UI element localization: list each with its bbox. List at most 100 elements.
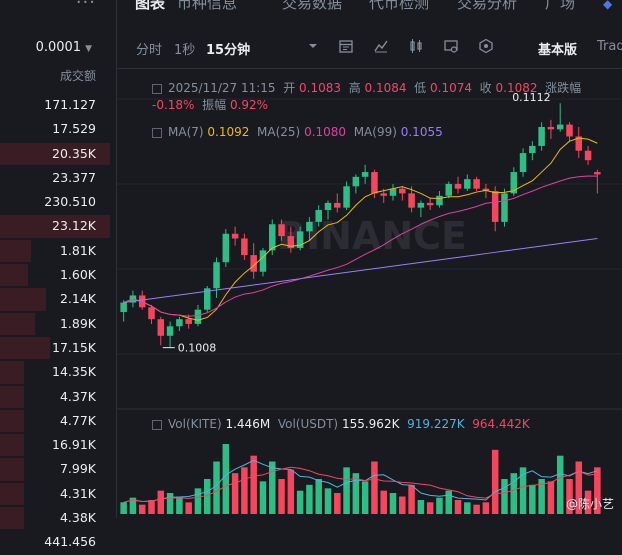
volume-bar xyxy=(408,484,415,514)
candle xyxy=(157,319,165,336)
volume-bar xyxy=(138,504,146,514)
candle xyxy=(324,202,332,211)
candle xyxy=(203,288,211,310)
depth-bar xyxy=(0,264,28,287)
tab-trade-data[interactable]: 交易数据 xyxy=(282,0,343,12)
orderbook-row[interactable]: 4.31K xyxy=(0,482,110,506)
interval-timeline[interactable]: 分时 xyxy=(136,43,163,58)
orderbook-row[interactable]: 17.15K xyxy=(0,336,110,360)
orderbook-row[interactable]: 1.60K xyxy=(0,263,110,287)
calendar-icon[interactable] xyxy=(338,38,354,54)
collapse-icon[interactable] xyxy=(152,83,162,94)
candle xyxy=(120,302,127,313)
orderbook-row[interactable]: 23.12K xyxy=(0,214,110,238)
depth-bar xyxy=(0,482,25,506)
orderbook-volume: 4.37K xyxy=(59,388,96,404)
vol-ma10-value: 964.442K xyxy=(472,417,530,431)
vol-usdt-value: 155.962K xyxy=(341,417,400,431)
candle xyxy=(594,172,601,175)
candle xyxy=(213,262,220,289)
depth-bar xyxy=(0,458,25,481)
collapse-icon[interactable] xyxy=(152,127,162,138)
interval-15m[interactable]: 15分钟 xyxy=(206,43,251,58)
orderbook-row[interactable]: 14.35K xyxy=(0,360,110,384)
tab-square[interactable]: 广场 xyxy=(545,0,576,12)
orderbook-row[interactable]: 441.456 xyxy=(0,530,110,554)
ma7-line xyxy=(123,137,598,321)
candle xyxy=(287,236,295,248)
volume-bar xyxy=(343,467,350,514)
tab-token-check[interactable]: 代币检测 xyxy=(369,0,430,12)
depth-bar xyxy=(0,434,25,457)
ai-badge-icon[interactable]: ◆ xyxy=(603,0,613,11)
view-tradingview[interactable]: Trad xyxy=(597,39,622,54)
tab-trade-analysis[interactable]: 交易分析 xyxy=(457,0,518,12)
depth-bar xyxy=(0,409,25,433)
high-value: 0.1084 xyxy=(364,81,407,95)
candle xyxy=(241,238,248,256)
candle xyxy=(269,224,276,251)
depth-bar xyxy=(0,215,110,238)
settings-icon[interactable] xyxy=(443,38,459,54)
orderbook-row[interactable]: 4.37K xyxy=(0,385,110,409)
candle-type-icon[interactable] xyxy=(408,38,424,54)
more-dots-icon[interactable]: ··· xyxy=(75,0,96,13)
candle xyxy=(185,319,192,324)
depth-bar xyxy=(0,336,50,360)
view-basic[interactable]: 基本版 xyxy=(538,43,578,58)
volume-bar xyxy=(566,479,573,514)
volume-bar xyxy=(278,479,285,514)
orderbook-row[interactable]: 230.510 xyxy=(0,190,110,214)
hexagon-icon[interactable] xyxy=(478,38,494,54)
orderbook-row[interactable]: 171.127 xyxy=(0,93,110,117)
volume-bar xyxy=(594,467,601,514)
candle xyxy=(575,136,583,151)
panel-divider xyxy=(116,0,117,518)
orderbook-row[interactable]: 23.377 xyxy=(0,166,110,190)
orderbook-row[interactable]: 4.38K xyxy=(0,506,110,530)
volume-bar xyxy=(436,497,443,514)
candle xyxy=(445,183,452,196)
volume-bar xyxy=(529,484,536,514)
candle xyxy=(222,233,230,263)
dropdown-caret-icon[interactable] xyxy=(305,38,321,54)
orderbook-volume: 1.81K xyxy=(59,242,96,258)
depth-bar xyxy=(0,385,25,408)
orderbook-row[interactable]: 4.77K xyxy=(0,409,110,433)
volume-bar xyxy=(473,504,480,514)
orderbook-volume: 2.14K xyxy=(59,291,96,307)
chevron-down-icon: ▼ xyxy=(85,44,92,54)
chart-area[interactable]: BINANCE 0.1008 0.1112 2025/11/27 11:15 开 … xyxy=(117,69,622,518)
volume-bar xyxy=(464,502,471,514)
orderbook-row[interactable]: 2.14K xyxy=(0,287,110,311)
tab-chart[interactable]: 图表 xyxy=(135,0,166,12)
ma99-value: 0.1055 xyxy=(400,125,443,139)
orderbook-row[interactable]: 16.91K xyxy=(0,433,110,457)
chart-toolbar: 分时 1秒 15分钟 基本版 Trad xyxy=(117,22,622,69)
orderbook-row[interactable]: 20.35K xyxy=(0,142,110,166)
precision-select[interactable]: 0.0001 ▼ xyxy=(36,40,92,55)
indicator-icon[interactable] xyxy=(373,38,389,54)
candle xyxy=(166,326,174,336)
orderbook-row[interactable]: 7.99K xyxy=(0,457,110,481)
candle xyxy=(556,124,564,130)
volume-ma5-line xyxy=(123,459,598,503)
candle-time: 2025/11/27 11:15 xyxy=(168,81,276,95)
vol-kite-value: 1.446M xyxy=(225,417,271,431)
candle xyxy=(296,231,304,248)
volume-bar xyxy=(315,479,322,514)
orderbook-row[interactable]: 1.89K xyxy=(0,312,110,336)
tab-coin-info[interactable]: 币种信息 xyxy=(177,0,238,12)
collapse-icon[interactable] xyxy=(152,419,162,430)
ma7-value: 0.1092 xyxy=(207,125,250,139)
orderbook-volume: 171.127 xyxy=(44,97,96,112)
candle xyxy=(464,179,471,189)
orderbook-row[interactable]: 1.81K xyxy=(0,239,110,263)
candle xyxy=(278,224,285,237)
depth-bar xyxy=(0,142,110,165)
volume-bar xyxy=(519,467,527,514)
orderbook-row[interactable]: 17.529 xyxy=(0,117,110,141)
interval-1s[interactable]: 1秒 xyxy=(174,43,196,58)
volume-bar xyxy=(584,490,592,514)
